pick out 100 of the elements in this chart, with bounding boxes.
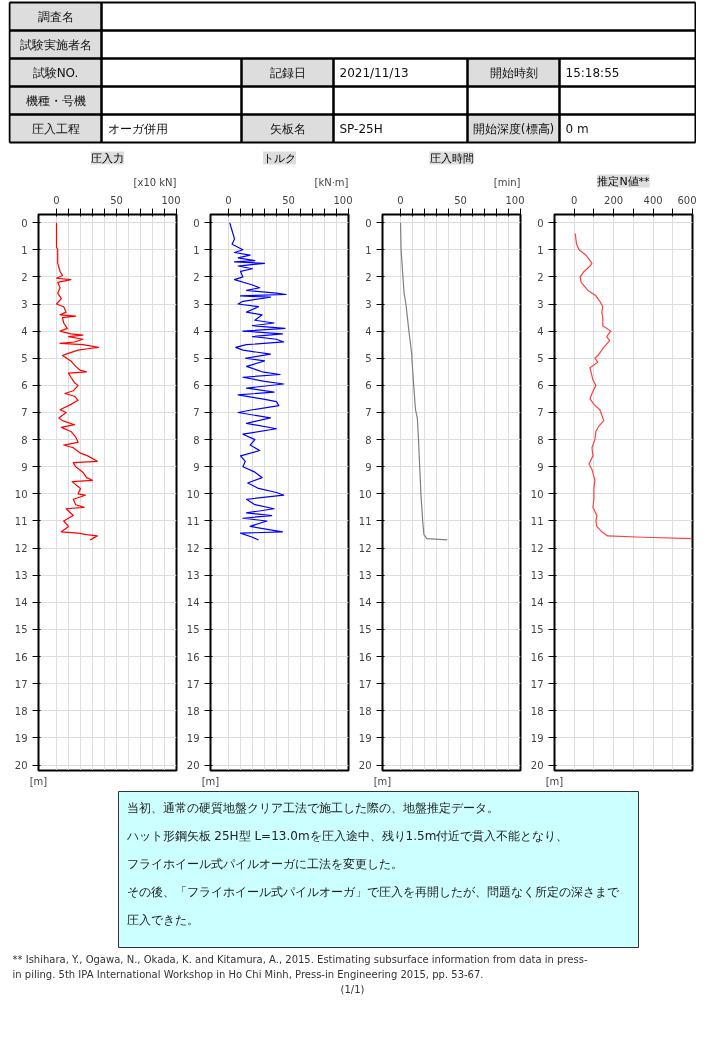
y-tick-label: 16	[530, 651, 544, 663]
y-tick-label: 14	[186, 597, 200, 609]
y-tick-label: 19	[14, 732, 28, 744]
x-tick-label: 0	[571, 194, 578, 206]
y-tick-label: 7	[537, 407, 544, 419]
y-tick-label: 19	[358, 732, 372, 744]
text: 開始時刻	[489, 65, 538, 80]
y-tick-label: 9	[365, 461, 372, 473]
y-tick-label: 10	[186, 488, 200, 500]
y-tick-label: 11	[186, 515, 200, 527]
y-tick-label: 16	[358, 651, 372, 663]
y-tick-label: 4	[365, 326, 372, 338]
y-tick-label: 13	[14, 570, 28, 582]
x-tick-label: 50	[454, 194, 467, 206]
y-tick-label: 12	[530, 543, 544, 555]
x-tick-label: 100	[505, 194, 525, 206]
y-tick-label: 0	[193, 217, 200, 229]
text: 記録日	[269, 65, 306, 80]
text: 調査名	[37, 9, 74, 24]
y-tick-label: 4	[21, 326, 28, 338]
text: ** Ishihara, Y., Ogawa, N., Okada, K. and Kitamura, A., 2015. Estimating subsurface information from data in press-in piling. 5th IPA International Workshop in Ho Chi Minh, Press-in Engineering 2015, pp. 53-67.	[12, 954, 588, 980]
y-tick-label: 18	[14, 705, 28, 717]
y-tick-label: 19	[530, 732, 544, 744]
chart-title: トルク	[263, 151, 296, 165]
y-tick-label: 2	[365, 271, 372, 283]
x-tick-label: 200	[604, 194, 624, 206]
y-tick-label: 20	[14, 760, 28, 772]
x-tick-label: 100	[161, 194, 181, 206]
text: 圧入工程	[31, 121, 80, 136]
chart-title: 推定N値**	[597, 174, 651, 188]
text: 15:18:55	[565, 65, 620, 80]
y-tick-label: 11	[358, 515, 372, 527]
y-tick-label: 6	[21, 380, 28, 392]
y-tick-label: 6	[365, 380, 372, 392]
y-tick-label: 7	[365, 407, 372, 419]
y-tick-label: 1	[537, 244, 544, 256]
y-tick-label: 11	[530, 515, 544, 527]
y-tick-label: 1	[365, 244, 372, 256]
y-tick-label: 3	[21, 299, 28, 310]
y-tick-label: 20	[530, 760, 544, 772]
y-tick-label: 7	[193, 407, 200, 419]
text: 開始深度(標高)	[472, 121, 555, 136]
y-tick-label: 15	[530, 624, 544, 636]
y-tick-label: 5	[21, 353, 28, 365]
y-tick-label: 2	[21, 271, 28, 283]
y-tick-label: 9	[193, 461, 200, 473]
y-tick-label: 20	[186, 760, 200, 772]
chart-title: 圧入力	[91, 151, 124, 165]
y-tick-label: 3	[365, 299, 372, 310]
y-tick-label: 6	[193, 380, 200, 392]
y-tick-label: 0	[365, 217, 372, 229]
y-tick-label: 19	[186, 732, 200, 744]
text: 機種・号機	[25, 93, 86, 108]
x-tick-label: 50	[110, 194, 123, 206]
y-tick-label: 9	[21, 461, 28, 473]
x-axis-title: [kN·m]	[314, 176, 349, 188]
y-tick-label: 12	[186, 543, 200, 555]
x-tick-label: 400	[643, 194, 663, 206]
y-tick-label: 0	[537, 217, 544, 229]
x-tick-label: 100	[333, 194, 353, 206]
text: [m]	[29, 775, 48, 787]
y-tick-label: 3	[537, 299, 544, 310]
text: 試験実施者名	[19, 37, 92, 52]
x-tick-label: 50	[282, 194, 295, 206]
y-tick-label: 18	[358, 705, 372, 717]
x-tick-label: 0	[397, 194, 404, 206]
y-tick-label: 16	[186, 651, 200, 663]
y-tick-label: 5	[537, 353, 544, 365]
text: 0 m	[565, 121, 589, 136]
y-tick-label: 8	[193, 434, 200, 446]
y-tick-label: 20	[358, 760, 372, 772]
text: [m]	[545, 775, 564, 787]
y-tick-label: 14	[14, 597, 28, 609]
text: 矢板名	[269, 121, 306, 136]
text: SP-25H	[339, 121, 383, 136]
y-tick-label: 5	[365, 353, 372, 365]
text: オーガ併用	[107, 121, 168, 136]
y-tick-label: 13	[358, 570, 372, 582]
y-tick-label: 8	[21, 434, 28, 446]
y-tick-label: 8	[365, 434, 372, 446]
y-tick-label: 10	[530, 488, 544, 500]
y-tick-label: 17	[530, 678, 544, 690]
x-tick-label: 0	[53, 194, 60, 206]
text: [m]	[201, 775, 220, 787]
text: 当初、通常の硬質地盤クリア工法で施工した際の、地盤推定データ。	[126, 800, 499, 815]
y-tick-label: 2	[537, 271, 544, 283]
x-axis-title: [x10 kN]	[133, 176, 177, 188]
text: ハット形鋼矢板 25H型 L=13.0mを圧入途中、残り1.5m付近で貫入不能となり、	[125, 828, 569, 843]
text: (1/1)	[340, 984, 365, 995]
y-tick-label: 0	[21, 217, 28, 229]
y-tick-label: 4	[537, 326, 544, 338]
y-tick-label: 18	[530, 705, 544, 717]
y-tick-label: 18	[186, 705, 200, 717]
y-tick-label: 5	[193, 353, 200, 365]
y-tick-label: 3	[193, 299, 200, 310]
y-tick-label: 14	[358, 597, 372, 609]
y-tick-label: 10	[358, 488, 372, 500]
y-tick-label: 14	[530, 597, 544, 609]
chart-title: 圧入時間	[429, 151, 474, 165]
y-tick-label: 17	[358, 678, 372, 690]
